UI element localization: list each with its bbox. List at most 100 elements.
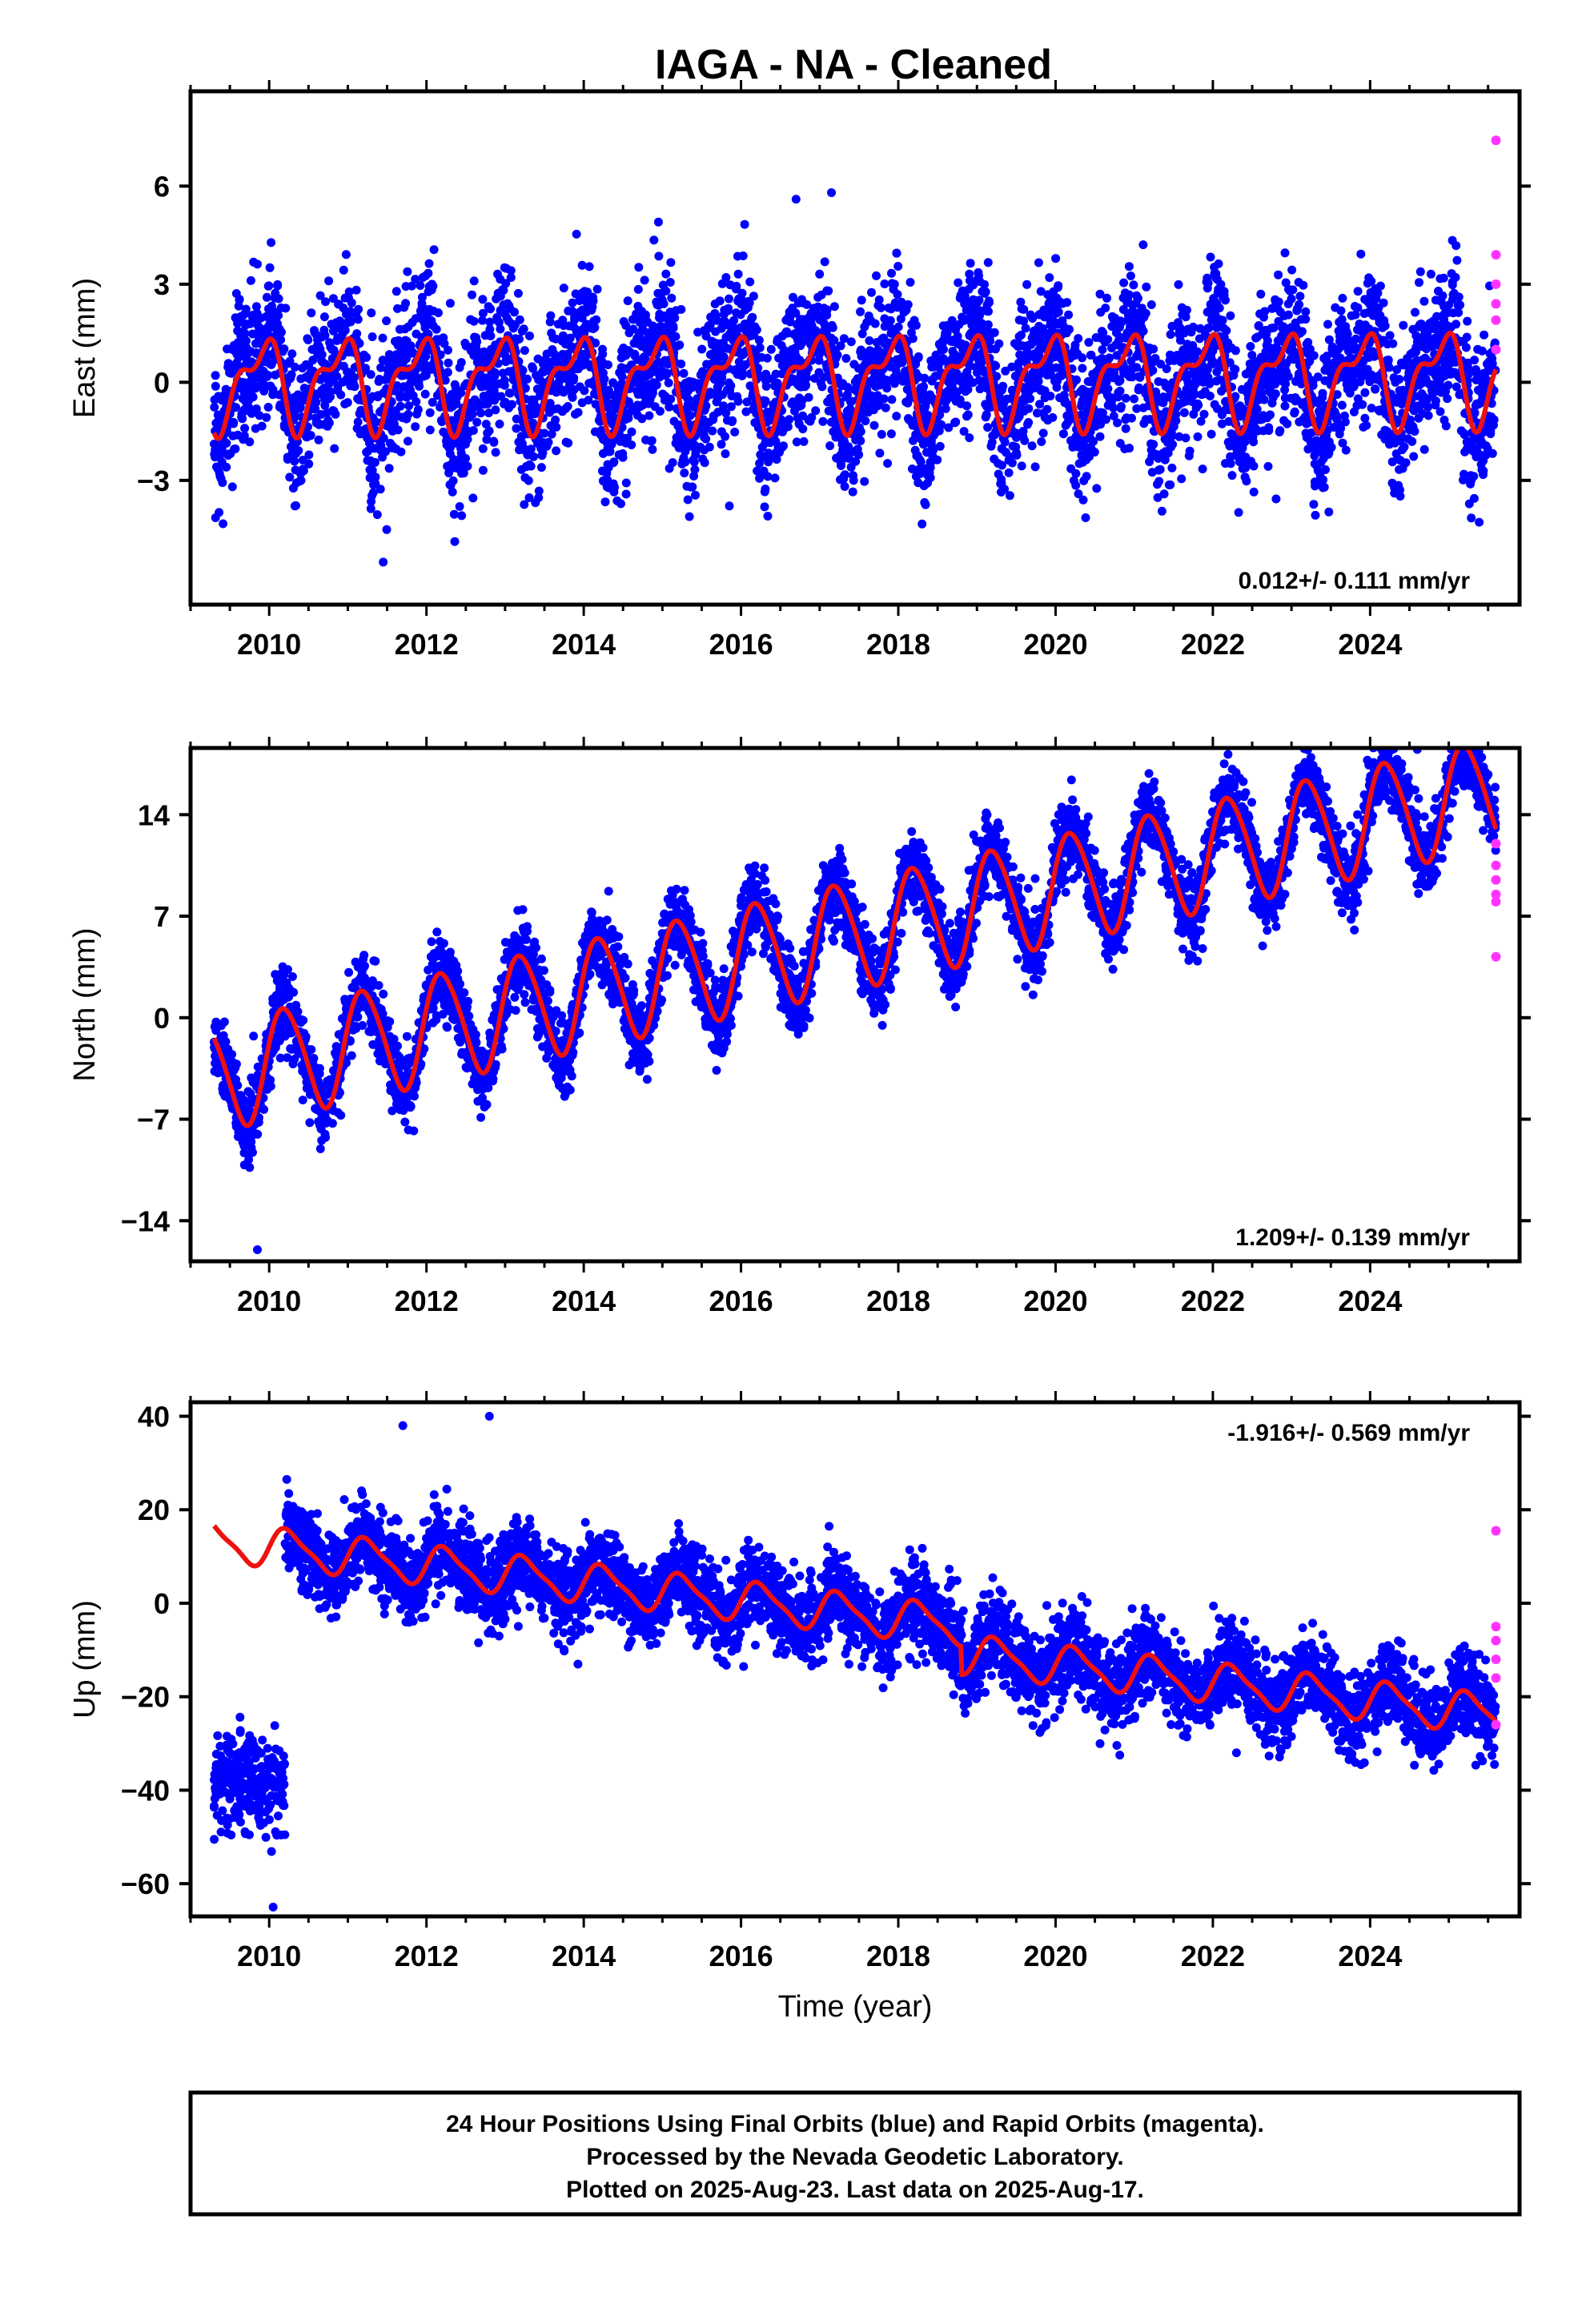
data-point [590,389,599,399]
data-point [690,464,700,474]
data-point [577,308,587,316]
data-point [688,482,697,492]
data-point [1190,389,1199,399]
data-point [1138,240,1148,250]
data-point [889,375,898,384]
data-point [955,293,965,303]
data-point [468,493,478,503]
data-point [1249,437,1259,447]
data-point [1129,280,1138,290]
data-point [1286,354,1295,364]
data-point [1249,461,1259,471]
data-point [896,314,905,324]
data-point [983,423,993,432]
data-point [927,440,936,450]
data-point [877,372,886,380]
data-point [755,343,765,352]
data-point [1219,287,1229,296]
data-point [211,513,220,522]
data-point [1419,371,1428,380]
data-point [982,384,992,393]
data-point [520,346,529,356]
data-point [796,341,805,351]
data-point [328,294,338,304]
data-point [347,370,356,380]
data-point [733,269,743,279]
data-point [1206,252,1215,262]
data-point [450,537,460,546]
data-point [1227,471,1237,480]
data-point [1409,404,1418,414]
data-point [673,421,683,431]
data-point [1395,492,1405,501]
data-point [941,404,950,413]
data-point [741,407,751,416]
data-point [218,478,227,488]
data-point [1030,462,1040,472]
data-point [285,472,295,482]
data-point [875,448,885,458]
data-point [382,525,391,534]
data-point [1462,332,1472,342]
data-point [869,420,879,430]
data-point [621,320,631,330]
data-point [274,294,283,304]
data-point [219,519,228,529]
data-point [1417,389,1427,399]
data-point [1049,287,1058,296]
data-point [990,430,999,440]
data-point [1217,419,1227,428]
data-point [1431,372,1441,381]
data-point [880,279,889,288]
data-point [951,417,961,427]
data-point [850,377,860,387]
data-point [721,273,731,282]
data-point [1064,310,1074,320]
data-point [1358,400,1367,409]
data-point [469,276,479,286]
data-point [1411,308,1419,317]
data-point [792,353,801,363]
data-point [766,344,776,354]
data-point [881,403,890,412]
data-point [354,304,363,314]
data-point [1018,432,1028,441]
data-point [1077,450,1086,460]
data-point [211,381,220,391]
data-point [1280,401,1290,411]
data-point [863,408,873,417]
data-point [1071,468,1081,478]
data-point [1153,493,1162,502]
data-point [1184,451,1194,460]
data-point [1267,324,1276,333]
data-point [391,287,401,296]
data-point [478,465,488,475]
data-point [324,276,334,286]
data-point [307,308,316,318]
data-point [843,408,853,416]
data-point [1078,353,1087,363]
data-point [640,381,650,391]
data-point [501,357,511,367]
data-point [371,457,379,467]
data-point [761,396,770,406]
data-point [1053,320,1062,329]
data-point [1102,374,1112,384]
data-point [621,478,631,488]
data-point [792,332,801,341]
data-point [1439,416,1449,424]
data-point [935,441,945,451]
data-point [1319,482,1329,492]
data-point [1182,391,1191,400]
data-point [893,290,902,300]
data-point [281,304,291,313]
data-point [1443,352,1452,362]
data-point [822,305,832,315]
data-point [701,423,710,432]
data-point [1117,402,1126,411]
data-point [1076,410,1086,420]
data-point [820,257,829,267]
data-point [457,452,467,462]
data-point [368,488,378,497]
data-point [656,407,665,416]
